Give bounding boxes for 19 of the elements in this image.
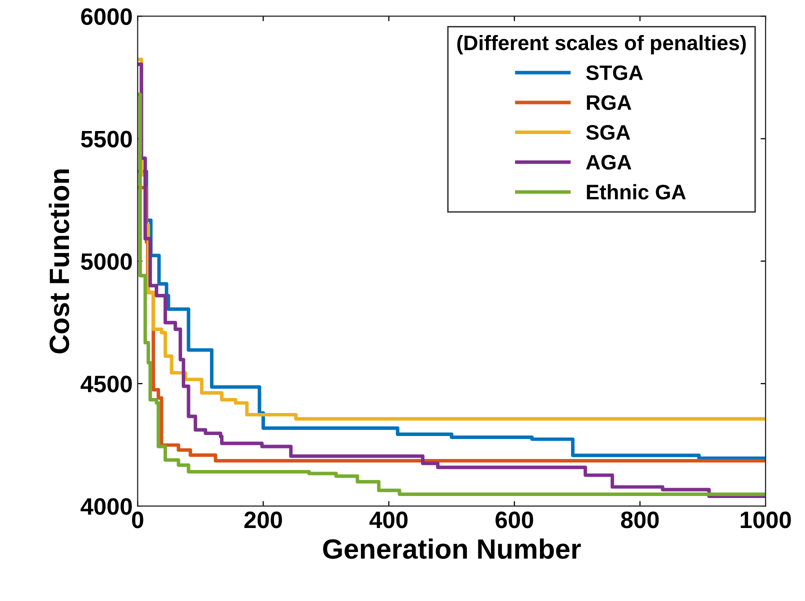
y-tick-label: 6000: [81, 8, 132, 26]
legend-label: SGA: [586, 125, 630, 140]
x-tick-label: 200: [244, 512, 282, 528]
x-tick-label: 800: [621, 512, 659, 528]
legend-label: STGA: [586, 65, 643, 80]
x-tick-label: 0: [132, 512, 144, 528]
y-axis-title: Cost Function: [48, 169, 70, 354]
legend-title: (Different scales of penalties): [457, 34, 746, 54]
y-tick-label: 5500: [81, 130, 132, 148]
x-tick-label: 1000: [740, 512, 791, 528]
y-tick-label: 4500: [80, 376, 132, 392]
x-axis-title: Generation Number: [323, 538, 581, 559]
x-tick-label: 600: [496, 512, 534, 528]
legend-label: AGA: [586, 154, 632, 170]
legend-label: RGA: [586, 95, 632, 110]
y-tick-label: 5000: [81, 253, 132, 270]
y-tick-label: 4000: [80, 498, 132, 515]
x-tick-label: 400: [369, 512, 408, 528]
legend-label: Ethnic GA: [586, 184, 686, 200]
